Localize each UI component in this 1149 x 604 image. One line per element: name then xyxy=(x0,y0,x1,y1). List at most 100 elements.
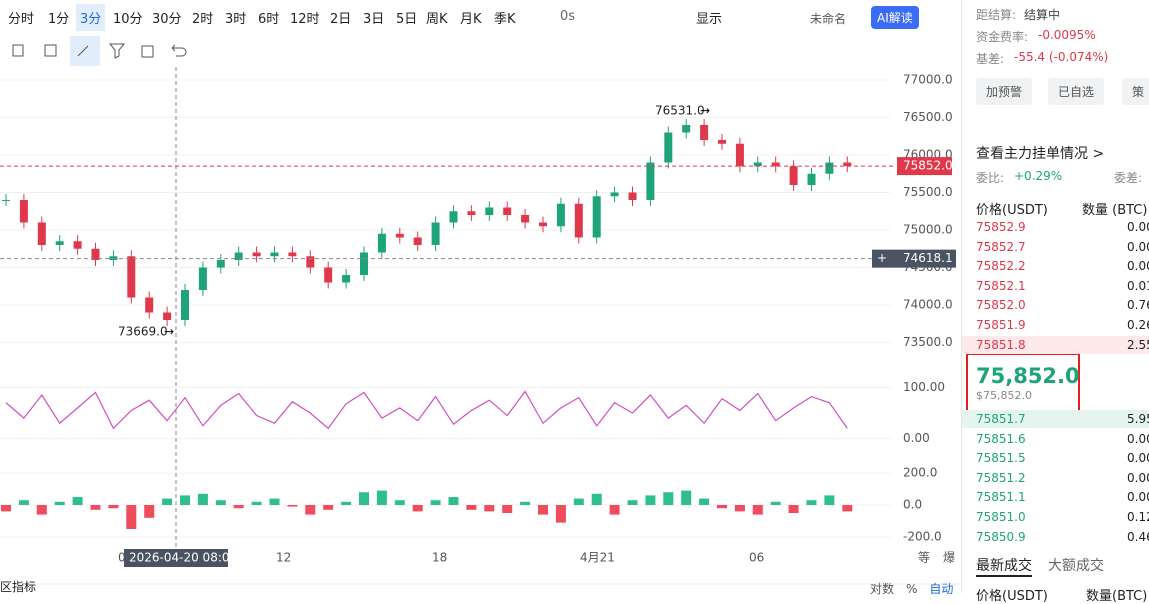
y-tick-label: 100.00 xyxy=(903,380,945,394)
interval[interactable]: 分时 xyxy=(8,12,35,27)
candle xyxy=(19,200,28,223)
macd-bar xyxy=(1,505,11,512)
value: +0.29% xyxy=(1014,169,1063,183)
candle xyxy=(431,222,440,245)
quantity: 0.12 xyxy=(1127,510,1149,524)
indicator-label[interactable]: 区指标 xyxy=(0,580,37,594)
candle xyxy=(216,260,225,268)
candle xyxy=(37,222,46,245)
time-tag xyxy=(124,549,228,567)
macd-bar xyxy=(18,500,29,505)
active-tool[interactable] xyxy=(70,36,100,66)
label: 距结算: xyxy=(976,8,1017,22)
macd-bar xyxy=(699,498,710,505)
macd-bar xyxy=(466,505,477,510)
layout-name[interactable]: 未命名 xyxy=(810,12,847,26)
axis-mode-button[interactable]: 自动 xyxy=(929,582,954,596)
price: 75851.5 xyxy=(976,451,1026,466)
axis-button: 等 xyxy=(918,551,930,565)
macd-bar xyxy=(806,500,817,505)
interval[interactable]: 2日 xyxy=(330,12,352,27)
candle xyxy=(825,162,834,174)
interval[interactable]: 季K xyxy=(494,12,516,27)
macd-bar xyxy=(144,505,155,518)
quantity: 0.46 xyxy=(1127,529,1149,544)
y-tick-label: -200.0 xyxy=(903,530,942,544)
interval[interactable]: 周K xyxy=(426,12,448,27)
macd-bar xyxy=(484,505,495,512)
candle xyxy=(664,132,673,163)
header: 数量(BTC) xyxy=(1086,589,1148,604)
price: 75851.6 xyxy=(976,431,1026,446)
y-tick-label: 0.0 xyxy=(903,498,922,512)
link[interactable]: 查看主力挂单情况 > xyxy=(976,146,1105,162)
y-tick-label: 75500.0 xyxy=(903,185,953,199)
button[interactable]: 已自选 xyxy=(1048,78,1105,105)
interval[interactable]: 3时 xyxy=(225,12,247,27)
candle xyxy=(73,241,82,249)
interval[interactable]: 2时 xyxy=(192,12,214,27)
drawing-toolbar xyxy=(0,34,960,67)
chart: 73500.074000.074500.075000.075500.076000… xyxy=(0,34,960,585)
price: 75851.2 xyxy=(976,470,1026,485)
macd-bar xyxy=(394,500,405,505)
price: 75851.9 xyxy=(976,318,1026,332)
interval[interactable]: 6时 xyxy=(258,12,280,27)
tab-underline xyxy=(976,575,1032,577)
price: 75851.1 xyxy=(976,490,1026,505)
candle xyxy=(789,166,798,185)
x-tick-label: 06 xyxy=(749,551,764,565)
macd-bar xyxy=(502,505,513,513)
arrow: → xyxy=(164,324,174,338)
macd-bar xyxy=(788,505,799,513)
macd-bar xyxy=(108,505,119,509)
y-tick-label: 75000.0 xyxy=(903,223,953,237)
candle xyxy=(91,248,100,260)
low-marker: 73669.0 xyxy=(118,324,168,338)
axis-mode-button[interactable]: % xyxy=(906,582,918,596)
axis-mode: 对数% 自动 xyxy=(870,580,965,597)
y-tick-label: 73500.0 xyxy=(903,335,953,349)
candle xyxy=(807,173,816,185)
macd-bar xyxy=(233,505,244,509)
button[interactable]: 策 xyxy=(1122,78,1149,105)
y-tick-label: 200.0 xyxy=(903,466,937,480)
quantity: 0.00 xyxy=(1127,451,1149,466)
macd-bar xyxy=(215,500,226,505)
interval[interactable]: 30分 xyxy=(152,12,182,27)
axis-mode-button[interactable]: 对数 xyxy=(870,582,895,596)
candle xyxy=(181,290,189,320)
interval[interactable]: 3分 xyxy=(76,4,106,31)
high-marker: 76531.0 xyxy=(655,104,705,118)
tool-icons xyxy=(12,43,187,59)
macd-bar xyxy=(681,490,692,505)
button[interactable]: 加预警 xyxy=(976,78,1033,105)
y-tick-label: 0.00 xyxy=(903,431,930,445)
macd-bar xyxy=(663,492,674,505)
candle xyxy=(753,162,762,167)
interval[interactable]: 3日 xyxy=(363,12,385,27)
display-button[interactable]: 显示 xyxy=(696,12,723,27)
interval[interactable]: 5日 xyxy=(396,12,418,27)
interval[interactable]: 12时 xyxy=(290,12,320,27)
interval[interactable]: 月K xyxy=(460,12,482,27)
price: 75852.2 xyxy=(976,259,1026,274)
candle xyxy=(628,192,637,200)
tab[interactable]: 最新成交 xyxy=(976,558,1032,574)
macd-bar xyxy=(609,505,620,515)
candle xyxy=(485,207,494,215)
price: 75852.9 xyxy=(976,220,1026,234)
candle xyxy=(503,207,512,215)
candle xyxy=(360,252,368,275)
interval[interactable]: 1分 xyxy=(48,12,70,27)
candle xyxy=(771,162,780,167)
toolbar: 分时 1分 3分 10分 30分 2时 3时 6时 12时 2日 3日 5日 周K 月K 季K xyxy=(0,0,960,35)
tab[interactable]: 大额成交 xyxy=(1048,558,1104,574)
y-tick-label: 77000.0 xyxy=(903,73,953,87)
x-tick-label: 12 xyxy=(276,551,291,565)
candle xyxy=(413,237,422,245)
candle xyxy=(700,125,709,140)
ai-button[interactable]: AI解读 xyxy=(871,6,919,29)
macd-bar xyxy=(162,498,173,505)
interval[interactable]: 10分 xyxy=(113,12,143,27)
